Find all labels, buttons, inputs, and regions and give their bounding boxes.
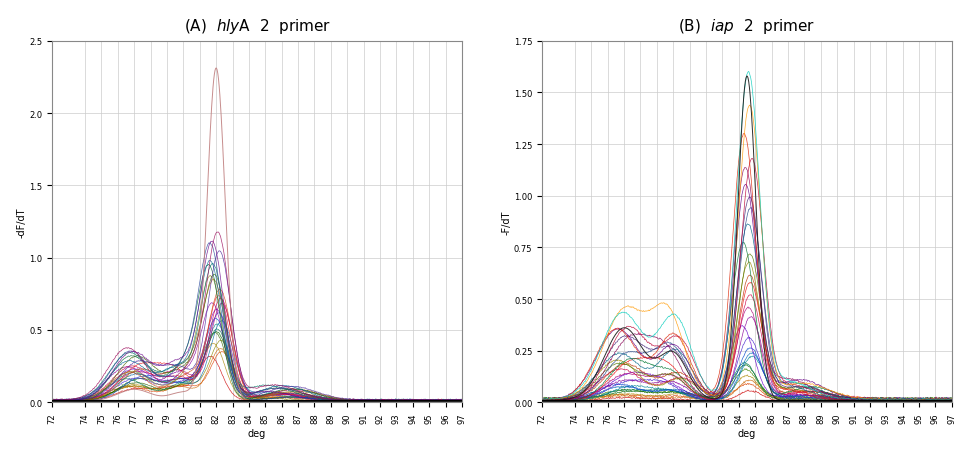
- Title: (B)  $iap$  2  primer: (B) $iap$ 2 primer: [678, 17, 815, 35]
- X-axis label: deg: deg: [738, 429, 756, 438]
- Y-axis label: -dF/dT: -dF/dT: [17, 207, 26, 237]
- Title: (A)  $hly$A  2  primer: (A) $hly$A 2 primer: [184, 17, 331, 35]
- Y-axis label: -F/dT: -F/dT: [501, 210, 511, 234]
- X-axis label: deg: deg: [248, 429, 267, 438]
